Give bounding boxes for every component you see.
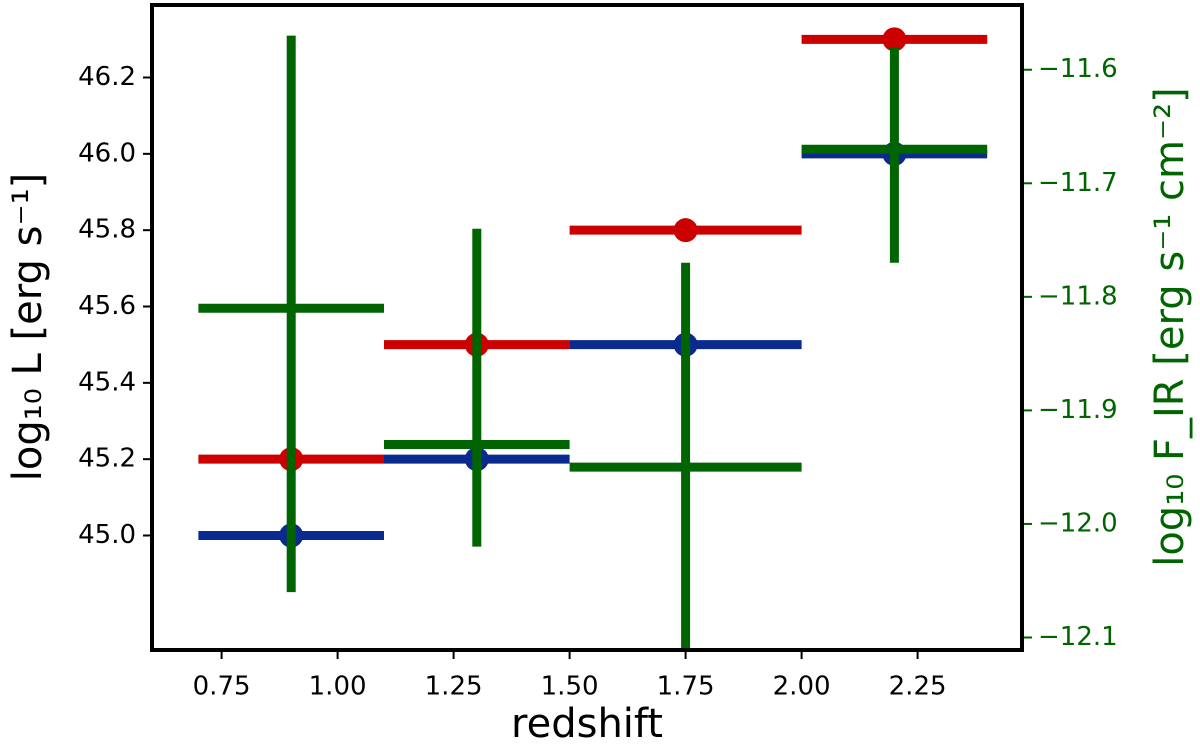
plot-frame <box>150 3 1024 652</box>
marker <box>673 218 698 243</box>
y-tick-label: 45.0 <box>78 520 136 550</box>
y-tick-label: 45.2 <box>78 444 136 474</box>
x-tick-label: 1.50 <box>541 672 599 702</box>
marker <box>882 27 907 52</box>
y-tick-label: 45.4 <box>78 367 136 397</box>
y2-tick-label: −11.7 <box>1038 168 1118 198</box>
x-tick-label: 1.00 <box>309 672 367 702</box>
y2-tick-label: −12.0 <box>1038 508 1118 538</box>
x-tick-label: 2.00 <box>773 672 831 702</box>
x-tick-label: 0.75 <box>193 672 251 702</box>
y-tick-label: 45.6 <box>78 291 136 321</box>
x-axis-label: redshift <box>511 701 663 746</box>
x-tick-label: 2.25 <box>889 672 947 702</box>
x-tick-label: 1.75 <box>657 672 715 702</box>
y-tick-label: 46.0 <box>78 138 136 168</box>
y2-tick-label: −11.8 <box>1038 281 1118 311</box>
y2-tick-label: −11.9 <box>1038 395 1118 425</box>
y-tick-label: 46.2 <box>78 62 136 92</box>
y-tick-label: 45.8 <box>78 215 136 245</box>
y2-tick-label: −11.6 <box>1038 54 1118 84</box>
x-tick-label: 1.25 <box>425 672 483 702</box>
y-axis-label: log₁₀ L [erg s⁻¹] <box>5 173 51 481</box>
y2-tick-label: −12.1 <box>1038 622 1118 652</box>
y2-axis-label: log₁₀ F_IR [erg s⁻¹ cm⁻²] <box>1147 87 1193 567</box>
